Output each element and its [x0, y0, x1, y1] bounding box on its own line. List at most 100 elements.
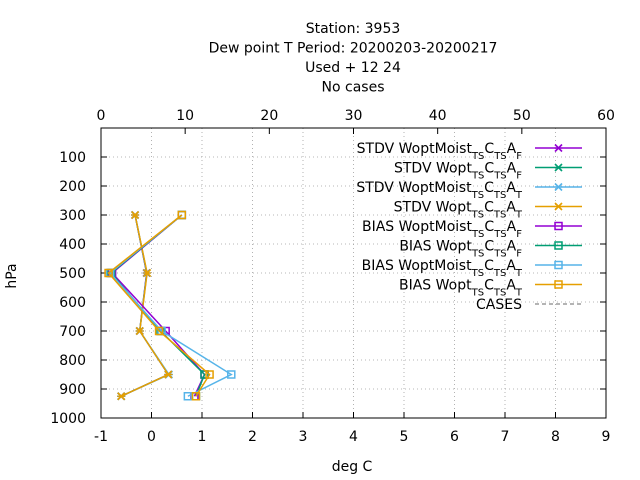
series-4-point-2	[143, 268, 152, 278]
legend-label-5-sub-1: TS	[471, 229, 484, 240]
grid	[101, 128, 606, 418]
legend-label-4-main: STDV Wopt	[394, 200, 472, 216]
x-tick-label: 7	[501, 429, 510, 445]
legend-label-8-main: BIAS Wopt	[399, 278, 472, 294]
legend-label-6-sub-4: A	[507, 239, 517, 255]
y-tick-label: 1000	[50, 411, 86, 427]
series-8	[104, 210, 214, 401]
legend-label-6-main: BIAS Wopt	[399, 239, 472, 255]
series-2	[117, 210, 173, 401]
legend-label-3-sub-1: TS	[471, 190, 484, 201]
legend-label-5-sub-5: F	[516, 229, 522, 240]
legend-label-7-sub-5: T	[515, 268, 523, 279]
legend-label-5: BIAS WoptMoistTSCTSAF	[362, 219, 522, 240]
y-axis-label: hPa	[4, 263, 20, 288]
legend-label-8: BIAS WoptTSCTSAT	[399, 278, 523, 299]
x-tick-label: 4	[349, 429, 358, 445]
legend-label-7-sub-4: A	[506, 258, 516, 274]
series-7-point-4	[227, 370, 236, 379]
series-2-line	[120, 214, 170, 397]
legend-label-1-sub-2: C	[484, 141, 494, 157]
x2-tick-label: 10	[176, 108, 194, 124]
legend-marker-8	[554, 280, 563, 289]
series-4-line	[120, 214, 170, 397]
x2-axis-ticks: 0 10 20 30 40 50 60	[97, 108, 615, 134]
legend-label-5-sub-4: A	[507, 219, 517, 235]
series-4-point-4	[164, 370, 173, 379]
series-7-point-5	[183, 392, 193, 401]
series-8-point-5	[191, 392, 201, 401]
series-4	[117, 210, 173, 401]
legend-label-1-sub-5: F	[516, 151, 522, 162]
legend-label-3-sub-4: A	[506, 180, 516, 196]
legend-label-4-sub-5: T	[515, 209, 523, 220]
legend-label-6-sub-1: TS	[471, 248, 484, 259]
legend-label-1-main: STDV WoptMoist	[357, 141, 473, 157]
series-4-point-5	[117, 392, 126, 401]
legend-label-1-sub-4: A	[507, 141, 517, 157]
series-8-line	[107, 214, 211, 397]
legend-marker-3	[554, 182, 563, 192]
legend-label-7: BIAS WoptMoistTSCTSAT	[362, 258, 523, 279]
x2-tick-label: 50	[513, 108, 531, 124]
x-tick-label: 3	[299, 429, 308, 445]
legend-label-7-sub-2: C	[484, 258, 494, 274]
x-axis-label: deg C	[332, 459, 373, 475]
legend-marker-6	[554, 241, 563, 250]
series-5	[107, 210, 209, 401]
series-8-point-4	[205, 370, 214, 379]
title-line-3: Used + 12 24	[305, 60, 401, 76]
legend-label-5-sub-3: TS	[493, 229, 506, 240]
chart-title: Station: 3953 Dew point T Period: 2020020…	[209, 21, 498, 96]
legend-label-6-sub-3: TS	[493, 248, 506, 259]
series-8-point-2	[104, 268, 113, 278]
legend-marker-1	[554, 143, 563, 153]
series-4-point-3	[135, 326, 144, 336]
x-tick-label: -1	[94, 429, 108, 445]
legend-label-7-main: BIAS WoptMoist	[362, 258, 472, 274]
x-tick-label: 1	[198, 429, 207, 445]
y-tick-label: 900	[59, 382, 86, 398]
legend-label-4-sub-4: A	[506, 200, 516, 216]
legend-label-8-sub-2: C	[484, 278, 494, 294]
legend-label-6-sub-2: C	[484, 239, 494, 255]
legend-label-7-sub-1: TS	[471, 268, 484, 279]
x2-tick-label: 0	[97, 108, 106, 124]
x-tick-label: 0	[147, 429, 156, 445]
title-line-2: Dew point T Period: 20200203-20200217	[209, 41, 498, 57]
x-tick-label: 9	[602, 429, 611, 445]
legend-label-4-sub-2: C	[484, 200, 494, 216]
series-7-line	[109, 214, 233, 397]
legend-label-8-sub-3: TS	[493, 287, 506, 298]
x2-tick-label: 20	[260, 108, 278, 124]
legend-label-3: STDV WoptMoistTSCTSAT	[356, 180, 523, 201]
series-1-line	[120, 214, 170, 397]
series-3-line	[120, 214, 171, 397]
legend-label-2-sub-2: C	[484, 161, 494, 177]
legend-label-2-sub-3: TS	[493, 170, 506, 181]
x-tick-label: 2	[248, 429, 257, 445]
legend-label-2-main: STDV Wopt	[394, 161, 472, 177]
x2-tick-label: 30	[345, 108, 363, 124]
series-1	[117, 210, 173, 401]
legend-label-2-sub-4: A	[507, 161, 517, 177]
legend-label-6-sub-5: F	[516, 248, 522, 259]
y-tick-label: 700	[59, 324, 86, 340]
series-5-line	[111, 214, 206, 397]
legend-label-3-main: STDV WoptMoist	[356, 180, 472, 196]
legend-label-5-main: BIAS WoptMoist	[362, 219, 472, 235]
series-6-line	[110, 214, 206, 397]
x2-tick-label: 40	[429, 108, 447, 124]
y-tick-label: 100	[59, 150, 86, 166]
series-8-point-3	[154, 326, 164, 336]
legend-label-3-sub-2: C	[484, 180, 494, 196]
x-tick-label: 5	[400, 429, 409, 445]
x-tick-label: 8	[551, 429, 560, 445]
legend-label-5-sub-2: C	[484, 219, 494, 235]
y-tick-label: 600	[59, 295, 86, 311]
x-tick-label: 6	[450, 429, 459, 445]
title-line-4: No cases	[322, 80, 385, 96]
legend-label-4: STDV WoptTSCTSAT	[394, 200, 523, 221]
